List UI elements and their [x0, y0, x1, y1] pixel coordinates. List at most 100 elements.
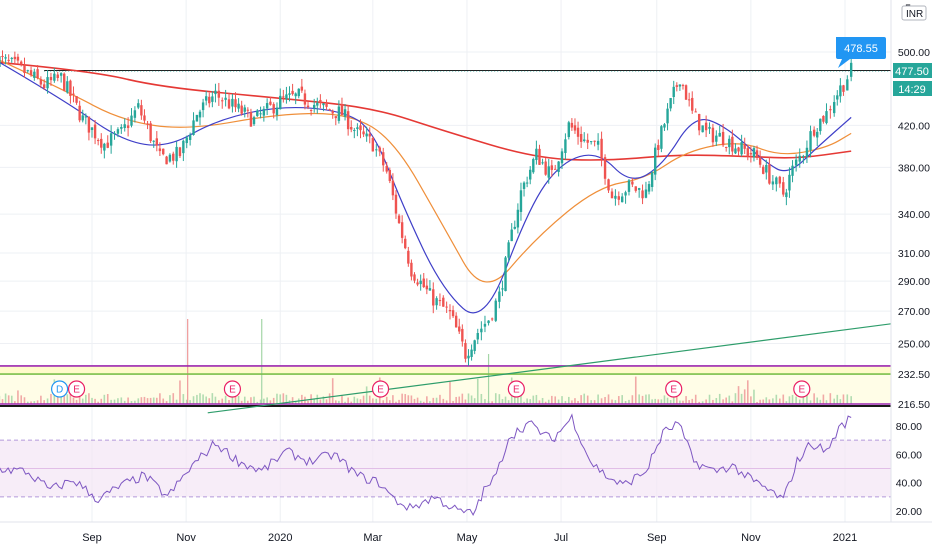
candle-body [246, 109, 250, 111]
volume-bar [237, 395, 240, 404]
candle-body [84, 116, 88, 118]
currency-label: INR [906, 9, 923, 20]
candle-body [461, 328, 464, 342]
volume-bar [554, 396, 557, 404]
event-marker-e[interactable]: E [665, 380, 683, 398]
event-marker-d[interactable]: D [50, 380, 69, 398]
candle-body [458, 326, 461, 332]
volume-bar [785, 401, 788, 404]
candle-body [634, 186, 637, 191]
candle-body [262, 108, 266, 116]
volume-band [0, 365, 891, 404]
candle-body [583, 139, 586, 141]
volume-bar [410, 395, 413, 404]
candle-body [340, 104, 344, 116]
candle-body [350, 127, 353, 130]
volume-bar [494, 393, 497, 404]
candle-body [198, 111, 202, 118]
candle-body [331, 111, 334, 114]
event-marker-e[interactable]: E [223, 380, 242, 398]
volume-bar [645, 394, 647, 404]
rsi-axis[interactable]: 80.00 60.00 40.00 20.00 [890, 406, 922, 522]
candle-body [513, 226, 516, 229]
volume-bar [143, 396, 146, 404]
candle-body [669, 98, 672, 109]
price-callout-bubble [836, 37, 886, 68]
time-axis[interactable]: Sep Nov 2020 Mar May Jul Sep Nov 2021 [0, 521, 932, 544]
volume-bar [715, 397, 718, 404]
candle-body [146, 123, 149, 125]
candle-body [16, 56, 20, 61]
volume-bar [175, 399, 178, 404]
event-marker-letter: E [513, 385, 520, 396]
countdown-label: 14:29 [898, 84, 926, 96]
countdown-rect [893, 81, 932, 96]
volume-bar [564, 400, 567, 404]
event-marker-e[interactable]: E [371, 380, 390, 398]
candle-body [737, 147, 740, 152]
candle-body [368, 133, 371, 137]
volume-bar [775, 394, 778, 404]
volume-bar [672, 393, 675, 404]
series-line [207, 323, 892, 414]
candle-body [120, 127, 123, 129]
candle-body [211, 96, 214, 102]
candle-body [165, 156, 168, 165]
candle-body [724, 146, 728, 148]
candle-body [600, 138, 603, 159]
candle-body [775, 177, 778, 185]
candle-body [641, 190, 644, 199]
volume-bar [685, 396, 687, 404]
candle-body [464, 342, 467, 359]
price-tick-label: 250.00 [898, 338, 930, 350]
candle-body [343, 109, 347, 117]
candle-body [407, 250, 410, 264]
rsi-tick-labels: 80.00 60.00 40.00 20.00 [896, 421, 922, 518]
candle-body [573, 125, 577, 131]
currency-badge[interactable] [901, 5, 927, 21]
volume-bar [72, 397, 75, 404]
event-marker-e[interactable]: E [67, 380, 86, 398]
candle-body [586, 139, 589, 143]
price-callout[interactable]: 478.55 [836, 37, 886, 68]
volume-bar [470, 395, 473, 404]
candle-body [23, 65, 26, 73]
volume-bar [224, 395, 227, 404]
volume-bar [172, 393, 175, 404]
volume-bar [199, 393, 201, 404]
candle-body [133, 110, 137, 118]
event-marker-e[interactable]: E [507, 380, 525, 398]
volume-bar [202, 394, 204, 404]
price-axis[interactable]: 5 500.00420.00380.00340.00310.00290.0027… [890, 0, 930, 411]
volume-spike [261, 319, 263, 404]
candle-body [660, 126, 663, 149]
candle-body [93, 124, 97, 139]
volume-bar [279, 394, 282, 404]
volume-bar [765, 397, 768, 404]
candle-body [325, 103, 328, 107]
event-marker-e[interactable]: E [793, 380, 811, 398]
candle-body [816, 131, 819, 138]
volume-bar [344, 401, 346, 404]
volume-bar [621, 395, 623, 404]
volume-bar [836, 394, 839, 404]
candle-body [78, 105, 81, 121]
volume-bar [526, 398, 528, 404]
volume-bar [240, 400, 243, 404]
candle-body [743, 144, 746, 149]
candle-body [529, 169, 532, 180]
candle-body [109, 133, 113, 146]
candle-body [192, 120, 195, 135]
candle-body [221, 100, 224, 102]
volume-bar [464, 399, 467, 404]
candle-body [81, 115, 84, 121]
volume-bar [846, 394, 849, 404]
candle-body [473, 340, 476, 351]
volume-bar [259, 399, 262, 404]
candle-body [400, 222, 404, 238]
price-tick-labels: 500.00 420.00 380.00 340.00 310.00 290.00 270.… [898, 47, 930, 411]
volume-bar [66, 394, 69, 404]
candle-body [617, 196, 620, 200]
candle-body [39, 79, 43, 85]
